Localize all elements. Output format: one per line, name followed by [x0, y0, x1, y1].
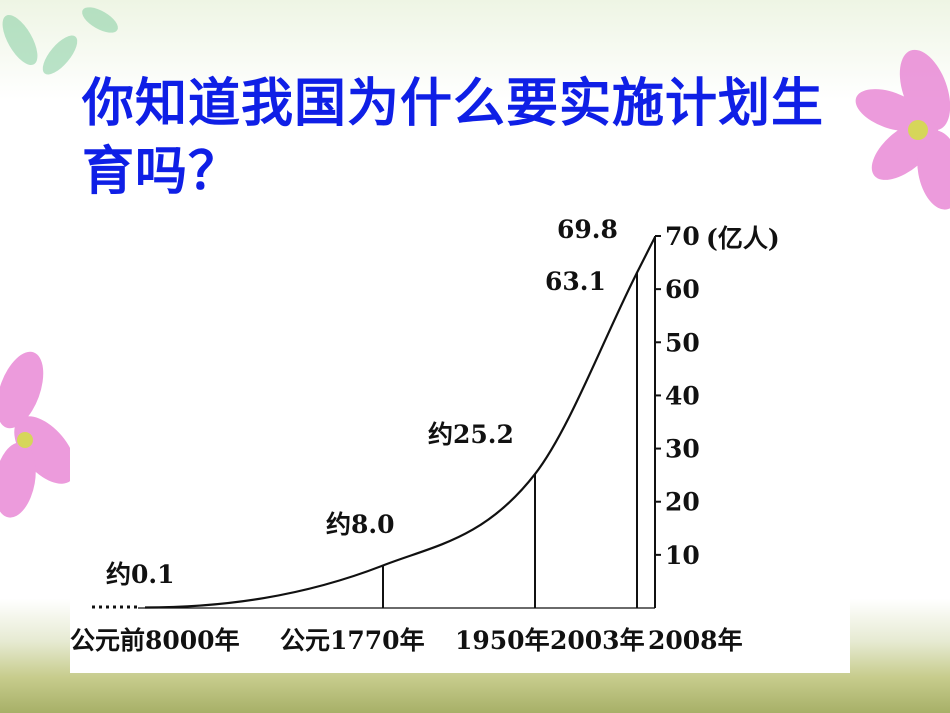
flower-left-decoration — [0, 351, 76, 518]
page-title: 你知道我国为什么要实施计划生育吗？ — [82, 74, 825, 202]
value-label: 69.8 — [557, 215, 618, 244]
x-tick-label: 公元1770年 — [280, 626, 425, 655]
x-tick-label: 公元前8000年 — [70, 626, 240, 655]
y-tick-label: 20 — [665, 488, 700, 517]
x-tick-label: 1950年 — [455, 626, 550, 655]
x-tick-label: 2003年 — [550, 626, 645, 655]
y-tick-label: 60 — [665, 275, 700, 304]
value-label: 约25.2 — [428, 420, 514, 449]
y-tick-label: 70 — [665, 222, 700, 251]
y-axis: 10 20 30 40 50 60 70 (亿人) — [654, 222, 780, 608]
labels: 约0.1 约8.0 约25.2 63.1 69.8 公元前8000年 公元1770年 1950… — [70, 215, 743, 655]
x-tick-label: 2008年 — [648, 626, 743, 655]
y-axis-unit-label: (亿人) — [706, 224, 780, 253]
value-label: 约0.1 — [106, 560, 175, 589]
y-tick-label: 40 — [665, 381, 700, 410]
plot-area — [92, 236, 656, 609]
leaf-top-left-decoration — [2, 7, 118, 75]
flower-top-right-decoration — [855, 49, 950, 210]
value-label: 约8.0 — [326, 510, 395, 539]
y-tick-label: 10 — [665, 541, 700, 570]
value-label: 63.1 — [545, 267, 606, 296]
chart-svg: 10 20 30 40 50 60 70 (亿人) 约0.1 约8.0 约25.2 63.1 69.8… — [70, 215, 780, 655]
y-tick-label: 30 — [665, 435, 700, 464]
population-chart: 10 20 30 40 50 60 70 (亿人) 约0.1 约8.0 约25.2 63.1 69.8… — [70, 210, 850, 673]
y-tick-label: 50 — [665, 328, 700, 357]
